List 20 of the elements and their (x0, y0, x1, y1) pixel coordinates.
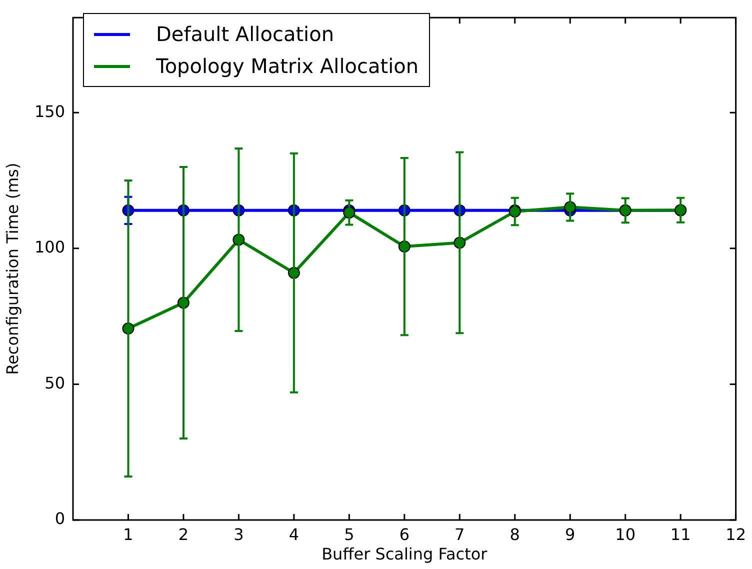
legend-label: Default Allocation (156, 22, 334, 46)
x-tick-label: 8 (510, 524, 520, 544)
x-tick-label: 7 (454, 524, 465, 544)
y-tick-label: 100 (34, 238, 65, 257)
x-axis-title: Buffer Scaling Factor (322, 544, 488, 564)
x-tick-label: 5 (344, 524, 354, 544)
x-tick-label: 3 (234, 524, 244, 544)
x-tick-label: 2 (178, 524, 189, 544)
y-axis-title: Reconfiguration Time (ms) (2, 162, 22, 375)
x-tick-label: 9 (565, 524, 576, 544)
x-tick-label: 12 (726, 524, 746, 544)
x-tick-label: 6 (399, 524, 410, 544)
x-tick-label: 4 (288, 524, 300, 544)
legend-label: Topology Matrix Allocation (156, 54, 419, 78)
x-tick-label: 10 (615, 524, 636, 544)
x-tick-label: 1 (123, 524, 134, 544)
y-tick-label: 150 (34, 102, 65, 121)
y-tick-label: 50 (44, 373, 65, 392)
x-tick-label: 11 (670, 524, 691, 544)
y-tick-label: 0 (54, 509, 65, 528)
